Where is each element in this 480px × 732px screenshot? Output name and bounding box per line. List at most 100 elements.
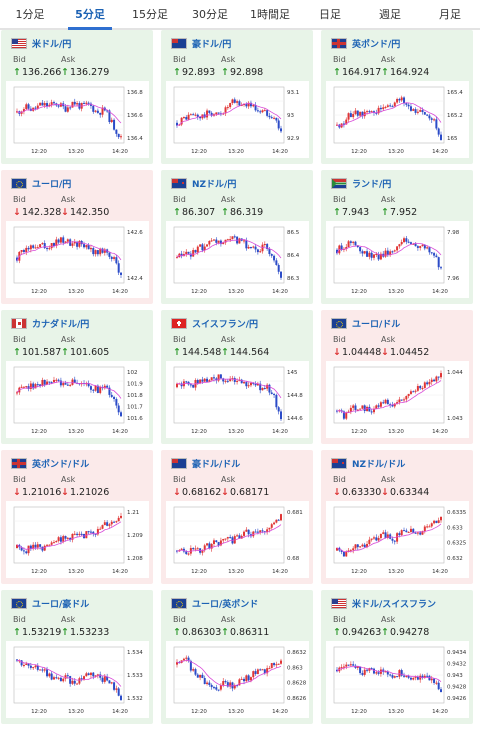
tab-6[interactable]: 週足 [379, 8, 401, 21]
candle-body [39, 102, 42, 106]
candle-body [428, 381, 431, 385]
rate-card-eur-aud[interactable]: ユーロ/豪ドル Bid Ask ↑1.53219 ↑1.53233 1.534 1.533 1… [1, 590, 153, 724]
rate-card-usd-chf[interactable]: 米ドル/スイスフラン Bid Ask ↑0.94263 ↑0.94278 0.9434 0.… [321, 590, 473, 724]
candle-body [187, 251, 190, 254]
candlestick-chart[interactable]: 165.4 165.2 165 12:20 13:20 14:20 [326, 81, 469, 158]
candlestick-chart[interactable]: 1.534 1.533 1.532 12:20 13:20 14:20 [6, 641, 149, 718]
ask-label: Ask [221, 475, 236, 484]
tab-4[interactable]: 1時間足 [250, 8, 290, 21]
candle-body [208, 380, 211, 382]
rate-card-eur-gbp[interactable]: ユーロ/英ポンド Bid Ask ↑0.86303 ↑0.86311 0.8632 0.86… [161, 590, 313, 724]
pair-title[interactable]: NZドル/ドル [352, 460, 406, 470]
candle-body [108, 252, 111, 257]
up-arrow-icon: ↑ [221, 627, 229, 638]
candle-body [199, 116, 202, 119]
candlestick-chart[interactable]: 145 144.8 144.6 12:20 13:20 14:20 [166, 361, 309, 438]
rate-card-cad-jpy[interactable]: カナダドル/円 Bid Ask ↑101.587 ↑101.605 102 101.9 101… [1, 310, 153, 444]
rate-card-chf-jpy[interactable]: スイスフラン/円 Bid Ask ↑144.548 ↑144.564 145 144.8 14… [161, 310, 313, 444]
moving-average-line [336, 242, 442, 256]
chart-svg: 0.6335 0.633 0.6325 0.632 12:20 13:20 14:20 [333, 506, 467, 575]
pair-title[interactable]: 英ポンド/ドル [32, 460, 90, 470]
pair-title[interactable]: ユーロ/豪ドル [32, 600, 90, 610]
candle-body [352, 405, 355, 408]
x-tick-label: 14:20 [432, 289, 448, 295]
candle-body [212, 687, 215, 689]
pair-title[interactable]: カナダドル/円 [32, 320, 90, 330]
candle-body [428, 247, 431, 253]
pair-title[interactable]: 豪ドル/ドル [192, 460, 241, 470]
y-tick-label: 0.863 [287, 665, 303, 671]
rate-card-gbp-jpy[interactable]: 英ポンド/円 Bid Ask ↑164.917 ↑164.924 165.4 165.2 16… [321, 30, 473, 164]
rate-card-usd-jpy[interactable]: 米ドル/円 Bid Ask ↑136.266 ↑136.279 136.8 136.6 136… [1, 30, 153, 164]
candle-body [377, 672, 380, 674]
candlestick-chart[interactable]: 1.044 1.043 12:20 13:20 14:20 [326, 361, 469, 438]
tab-1[interactable]: 5分足 [60, 0, 120, 30]
za-flag-icon [331, 178, 347, 189]
up-arrow-icon: ↑ [221, 347, 229, 358]
pair-title[interactable]: ランド/円 [352, 180, 392, 190]
card-header: ユーロ/豪ドル [11, 597, 89, 610]
candle-body [277, 519, 280, 521]
candlestick-chart[interactable]: 136.8 136.6 136.4 12:20 13:20 14:20 [6, 81, 149, 158]
candlestick-chart[interactable]: 86.5 86.4 86.3 12:20 13:20 14:20 [166, 221, 309, 298]
candlestick-chart[interactable]: 0.9434 0.9432 0.943 0.9428 0.9426 12:20 13:20 1… [326, 641, 469, 718]
candle-body [29, 383, 32, 389]
candlestick-chart[interactable]: 1.21 1.209 1.208 12:20 13:20 14:20 [6, 501, 149, 578]
candlestick-chart[interactable]: 0.6335 0.633 0.6325 0.632 12:20 13:20 14:20 [326, 501, 469, 578]
pair-title[interactable]: ユーロ/英ポンド [192, 600, 259, 610]
candle-body [389, 251, 392, 255]
pair-title[interactable]: ユーロ/ドル [352, 320, 401, 330]
candle-body [180, 548, 183, 551]
candle-body [356, 544, 359, 548]
card-header: ユーロ/英ポンド [171, 597, 258, 610]
candle-body [416, 111, 419, 113]
pair-title[interactable]: 英ポンド/円 [352, 40, 401, 50]
price-labels: Bid Ask [173, 55, 269, 64]
x-tick-label: 13:20 [388, 289, 404, 295]
eu-flag-icon [11, 598, 27, 609]
candle-body [266, 384, 269, 389]
pair-title[interactable]: 米ドル/スイスフラン [352, 600, 437, 610]
x-tick-label: 14:20 [272, 569, 288, 575]
rate-card-gbp-usd[interactable]: 英ポンド/ドル Bid Ask ↓1.21016 ↓1.21026 1.21 1.209 1.… [1, 450, 153, 584]
tab-2[interactable]: 15分足 [132, 8, 168, 21]
pair-title[interactable]: スイスフラン/円 [192, 320, 259, 330]
candle-body [377, 405, 380, 407]
candle-body [384, 532, 387, 538]
candle-body [215, 239, 218, 243]
tab-5[interactable]: 日足 [319, 8, 341, 21]
tab-7[interactable]: 月足 [439, 8, 461, 21]
candlestick-chart[interactable]: 102 101.9 101.8 101.7 101.6 12:20 13:20 14:20 [6, 361, 149, 438]
candlestick-chart[interactable]: 0.681 0.68 12:20 13:20 14:20 [166, 501, 309, 578]
rate-card-eur-jpy[interactable]: ユーロ/円 Bid Ask ↓142.328 ↓142.350 142.6 142.4 12:… [1, 170, 153, 304]
tab-3[interactable]: 30分足 [192, 8, 228, 21]
tab-0[interactable]: 1分足 [15, 8, 45, 21]
rate-card-eur-usd[interactable]: ユーロ/ドル Bid Ask ↓1.04448 ↓1.04452 1.044 1.043 12… [321, 310, 473, 444]
candle-body [435, 520, 438, 523]
candle-body [229, 682, 232, 687]
rate-card-aud-jpy[interactable]: 豪ドル/円 Bid Ask ↑92.893 ↑92.898 93.1 93 92.9 12:20… [161, 30, 313, 164]
candle-body [421, 531, 424, 535]
candlestick-chart[interactable]: 142.6 142.4 12:20 13:20 14:20 [6, 221, 149, 298]
candlestick-chart[interactable]: 93.1 93 92.9 12:20 13:20 14:20 [166, 81, 309, 158]
pair-title[interactable]: NZドル/円 [192, 180, 237, 190]
candle-body [277, 264, 280, 272]
y-tick-label: 142.4 [127, 276, 143, 282]
ask-label: Ask [381, 615, 396, 624]
candle-body [203, 378, 206, 382]
pair-title[interactable]: ユーロ/円 [32, 180, 72, 190]
candle-body [336, 410, 338, 412]
rate-card-nzd-usd[interactable]: NZドル/ドル Bid Ask ↓0.63330 ↓0.63344 0.6335 0.633… [321, 450, 473, 584]
candle-body [391, 106, 394, 108]
candlestick-chart[interactable]: 0.8632 0.863 0.8628 0.8626 12:20 13:20 14:20 [166, 641, 309, 718]
candle-body [345, 247, 348, 249]
rate-card-zar-jpy[interactable]: ランド/円 Bid Ask ↑7.943 ↑7.952 7.98 7.96 12:20 13:2… [321, 170, 473, 304]
pair-title[interactable]: 米ドル/円 [32, 40, 72, 50]
candle-body [416, 246, 419, 248]
candlestick-chart[interactable]: 7.98 7.96 12:20 13:20 14:20 [326, 221, 469, 298]
rate-card-aud-usd[interactable]: 豪ドル/ドル Bid Ask ↓0.68162 ↓0.68171 0.681 0.68 12:… [161, 450, 313, 584]
rate-card-nzd-jpy[interactable]: NZドル/円 Bid Ask ↑86.307 ↑86.319 86.5 86.4 86.3 12… [161, 170, 313, 304]
pair-title[interactable]: 豪ドル/円 [192, 40, 232, 50]
candle-body [393, 676, 396, 678]
price-labels: Bid Ask [333, 615, 429, 624]
